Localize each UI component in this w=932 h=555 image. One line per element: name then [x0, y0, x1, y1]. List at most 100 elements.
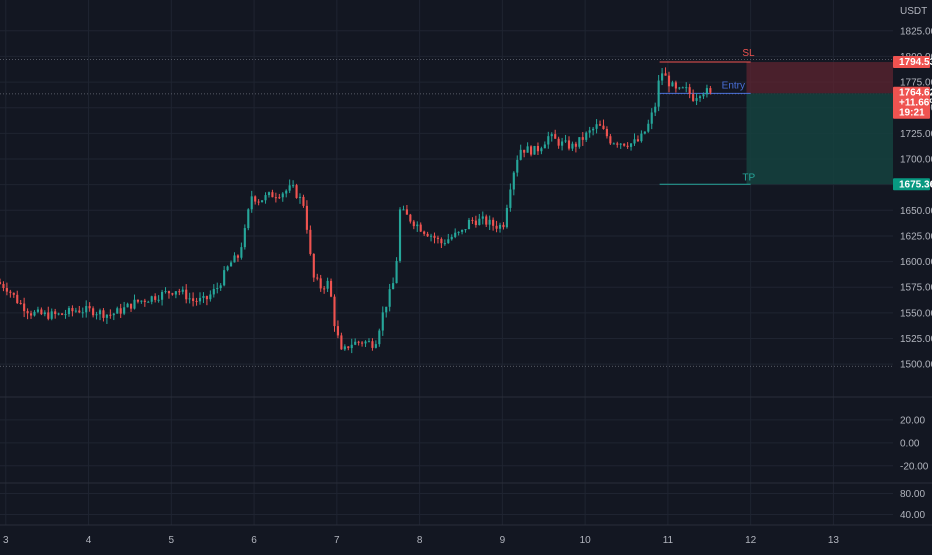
candle-body [371, 341, 374, 348]
candle-body [447, 239, 450, 244]
panel2-tick-label: 40.00 [900, 510, 925, 521]
candle-body [409, 214, 412, 222]
candle-body [47, 312, 50, 319]
take-profit-tag-bg [893, 178, 930, 191]
candle-body [516, 159, 519, 173]
candle-body [129, 303, 133, 309]
time-tick-label: 13 [828, 535, 840, 546]
price-tick-label: 1600.00 [900, 257, 932, 268]
candle-body [98, 310, 102, 315]
candle-body [167, 291, 171, 294]
price-tick-label: 1825.00 [900, 26, 932, 37]
candle-body [481, 216, 484, 219]
time-axis[interactable]: 3 4 5 6 7 8 9 10 11 12 13 [3, 535, 839, 546]
candle-body [240, 247, 243, 258]
candle-body [323, 288, 326, 290]
candle-body [367, 341, 371, 343]
candle-body [40, 309, 43, 315]
price-tick-label: 1650.00 [900, 206, 932, 217]
candle-body [95, 314, 98, 316]
candle-body [350, 344, 353, 349]
candle-body [64, 314, 67, 316]
price-tick-label: 1775.00 [900, 78, 932, 89]
candle-body [523, 149, 526, 153]
candle-body [12, 292, 15, 295]
panel1-tick-label: 0.00 [900, 438, 920, 449]
candle-body [326, 280, 329, 289]
candle-body [254, 196, 257, 202]
stop-loss-tag-text: 1794.53 [899, 57, 932, 68]
candle-body [309, 229, 312, 254]
candle-body [50, 311, 53, 319]
candle-body [626, 145, 629, 147]
candle-body [402, 209, 405, 211]
candle-body [264, 195, 267, 201]
candle-body [426, 233, 429, 237]
candle-body [609, 136, 612, 144]
candle-body [378, 330, 381, 345]
candle-body [333, 296, 336, 327]
candle-body [529, 146, 533, 155]
candle-body [485, 216, 488, 225]
candle-body [395, 260, 398, 284]
time-tick-label: 8 [417, 535, 423, 546]
position-tool[interactable]: SL Entry TP [659, 48, 893, 185]
candle-body [205, 296, 208, 300]
candle-body [623, 143, 626, 146]
sub-panels [0, 419, 893, 515]
candle-body [161, 291, 164, 300]
candle-body [133, 299, 136, 309]
candle-body [302, 196, 305, 206]
candle-body [267, 192, 271, 196]
candle-body [547, 136, 550, 145]
candle-body [650, 112, 653, 124]
candle-body [705, 88, 708, 95]
candle-body [0, 282, 2, 284]
time-tick-label: 10 [580, 535, 592, 546]
candle-body [5, 288, 8, 292]
candle-body [33, 311, 36, 316]
candle-body [136, 299, 140, 302]
candle-body [202, 296, 205, 298]
candle-body [154, 296, 157, 300]
candle-body [278, 197, 281, 199]
price-tick-label: 1575.00 [900, 283, 932, 294]
candle-body [181, 289, 184, 292]
grid [0, 0, 932, 526]
candle-body [336, 326, 340, 336]
candle-body [550, 134, 553, 137]
price-tick-label: 1500.00 [900, 360, 932, 371]
candle-body [26, 311, 29, 314]
candle-body [261, 200, 264, 203]
candle-body [519, 149, 522, 160]
candle-body [429, 235, 433, 237]
candle-body [436, 237, 440, 239]
time-tick-label: 5 [169, 535, 175, 546]
time-tick-label: 7 [334, 535, 340, 546]
candle-body [592, 128, 595, 131]
candle-body [319, 278, 322, 289]
candle-body [67, 308, 71, 315]
candle-body [595, 124, 598, 129]
candle-body [571, 143, 574, 149]
time-tick-label: 4 [86, 535, 92, 546]
last-price-tag-text: 19:21 [899, 108, 925, 119]
candle-body [392, 283, 395, 290]
candle-body [512, 172, 515, 190]
candle-body [540, 148, 543, 152]
take-profit-zone [746, 93, 893, 185]
candle-body [640, 133, 643, 142]
candle-body [305, 205, 308, 230]
candle-body [150, 296, 153, 302]
last-price-tag-text: +11.66% [899, 98, 932, 109]
candle-body [450, 236, 453, 240]
candle-body [212, 288, 215, 295]
panel2-tick-label: 80.00 [900, 489, 925, 500]
candle-body [119, 308, 122, 314]
candle-body [467, 219, 471, 230]
candle-body [495, 225, 498, 229]
candle-body [681, 87, 684, 89]
candle-body [385, 306, 388, 313]
